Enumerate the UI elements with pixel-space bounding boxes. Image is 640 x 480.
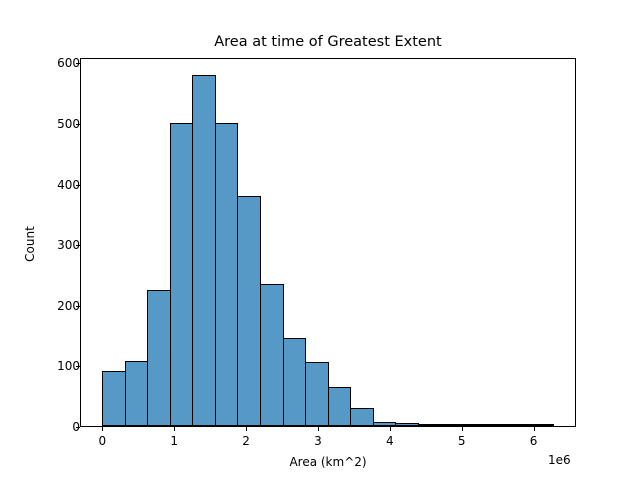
y-tick-mark bbox=[76, 184, 80, 186]
y-tick-label: 200 bbox=[57, 298, 80, 313]
x-tick-label: 0 bbox=[98, 434, 107, 448]
x-tick-label: 6 bbox=[529, 434, 538, 448]
y-tick-mark bbox=[76, 427, 80, 428]
histogram-bar bbox=[282, 337, 307, 426]
histogram-bar bbox=[237, 195, 261, 426]
histogram-bar bbox=[147, 289, 171, 426]
y-tick-label: 300 bbox=[57, 238, 80, 253]
chart-title: Area at time of Greatest Extent bbox=[214, 34, 442, 50]
x-tick-label: 5 bbox=[457, 434, 466, 448]
histogram-bar bbox=[124, 361, 149, 426]
histogram-bar bbox=[530, 424, 554, 426]
histogram-bar bbox=[169, 123, 194, 426]
y-tick-mark bbox=[76, 245, 80, 247]
plot-area bbox=[80, 58, 576, 427]
x-axis-offset-label: 1e6 bbox=[548, 453, 571, 467]
histogram-bar bbox=[350, 407, 374, 426]
histogram-bar bbox=[327, 387, 352, 426]
histogram-bar bbox=[259, 283, 284, 426]
x-tick-mark bbox=[174, 427, 176, 431]
y-tick-label: 0 bbox=[72, 420, 80, 434]
x-tick-label: 2 bbox=[242, 434, 250, 448]
y-tick-label: 600 bbox=[57, 56, 80, 71]
histogram-bar bbox=[372, 421, 397, 426]
y-tick-label: 500 bbox=[57, 117, 80, 132]
y-axis-label: Count bbox=[23, 226, 37, 262]
y-tick-mark bbox=[76, 305, 80, 307]
histogram-bar bbox=[395, 422, 419, 426]
x-axis-label: Area (km^2) bbox=[289, 455, 367, 469]
histogram-bar bbox=[462, 424, 487, 426]
histogram-bar bbox=[507, 424, 532, 426]
y-tick-label: 100 bbox=[57, 359, 80, 374]
x-tick-mark bbox=[102, 427, 104, 431]
histogram-bar bbox=[440, 424, 464, 426]
x-tick-label: 1 bbox=[170, 434, 178, 448]
y-tick-label: 400 bbox=[57, 177, 80, 192]
x-tick-mark bbox=[246, 427, 248, 431]
x-tick-mark bbox=[533, 427, 535, 431]
y-tick-mark bbox=[76, 366, 80, 368]
x-tick-mark bbox=[317, 427, 319, 431]
x-tick-mark bbox=[461, 427, 463, 431]
x-tick-mark bbox=[389, 427, 391, 431]
histogram-bar bbox=[192, 75, 216, 426]
x-tick-label: 4 bbox=[385, 434, 394, 448]
histogram-bar bbox=[417, 424, 442, 426]
histogram-bar bbox=[305, 362, 329, 426]
histogram-bar bbox=[102, 371, 126, 426]
x-tick-label: 3 bbox=[314, 434, 322, 448]
histogram-bar bbox=[214, 123, 239, 426]
y-tick-mark bbox=[76, 124, 80, 126]
histogram-bar bbox=[485, 424, 509, 426]
y-tick-mark bbox=[76, 63, 80, 65]
